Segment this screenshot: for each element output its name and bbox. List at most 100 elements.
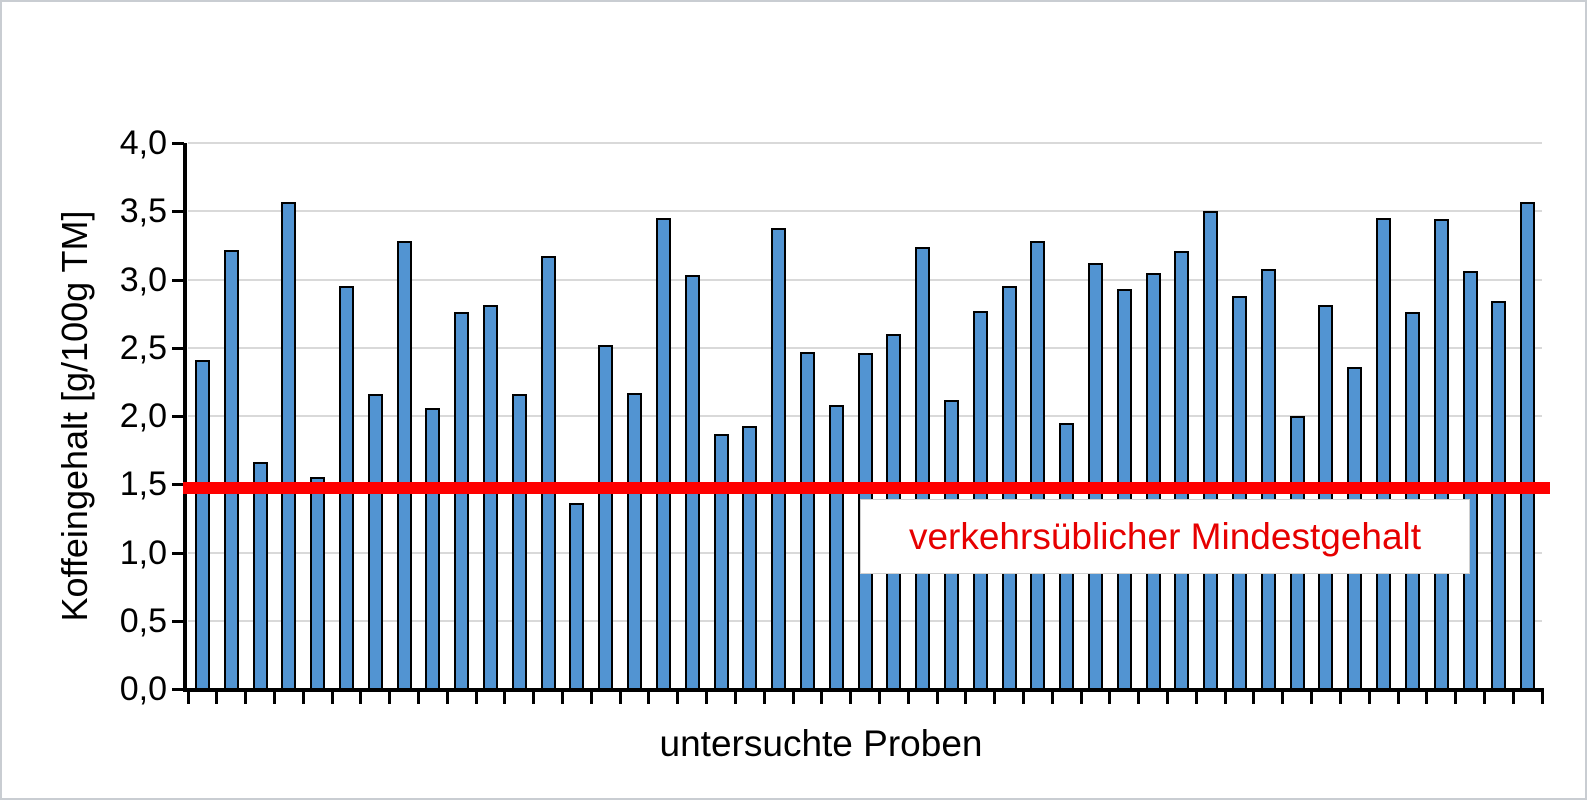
- x-tick: [272, 691, 276, 704]
- y-tick: [172, 210, 184, 214]
- x-tick: [1396, 691, 1400, 704]
- gridline: [188, 346, 1542, 349]
- bar-sample-36: [1203, 211, 1219, 692]
- bar-sample-5: [310, 477, 326, 691]
- y-tick-label: 0,0: [119, 670, 167, 708]
- x-tick: [1425, 691, 1429, 704]
- x-tick: [762, 691, 766, 704]
- x-tick: [618, 691, 622, 704]
- y-tick-label: 0,5: [119, 601, 167, 640]
- x-tick: [589, 691, 593, 704]
- y-tick: [172, 688, 184, 691]
- reference-line: [183, 482, 1550, 495]
- bar-sample-23: [828, 405, 844, 691]
- bar-sample-30: [1030, 241, 1046, 691]
- reference-line-label: verkehrsüblicher Mindestgehalt: [908, 515, 1422, 557]
- x-tick: [791, 691, 795, 704]
- x-tick: [445, 691, 449, 704]
- x-tick: [849, 691, 853, 704]
- x-tick: [359, 691, 363, 704]
- x-tick: [244, 691, 248, 704]
- x-tick: [1281, 691, 1285, 704]
- x-tick: [330, 691, 334, 704]
- y-tick-label: 1,0: [119, 533, 167, 572]
- x-tick: [705, 691, 709, 704]
- y-tick-label: 4,0: [119, 124, 167, 162]
- bar-sample-2: [223, 249, 239, 691]
- bar-sample-14: [569, 503, 585, 691]
- bar-sample-15: [598, 345, 614, 691]
- x-tick: [1367, 691, 1371, 704]
- bar-sample-46: [1491, 301, 1507, 691]
- bar-sample-19: [713, 433, 729, 691]
- y-axis-title: Koffeingehalt [g/100g TM]: [54, 210, 95, 622]
- x-tick: [993, 691, 997, 704]
- y-tick-label: 2,0: [119, 397, 167, 435]
- bar-sample-45: [1462, 271, 1478, 691]
- y-tick: [172, 619, 184, 623]
- y-tick: [172, 483, 184, 487]
- x-tick: [532, 691, 536, 704]
- x-tick: [215, 691, 219, 704]
- bar-sample-4: [281, 201, 297, 691]
- gridline: [188, 278, 1542, 281]
- y-tick: [172, 415, 184, 418]
- x-tick: [1194, 691, 1198, 704]
- y-tick: [172, 346, 184, 350]
- x-tick: [503, 691, 507, 704]
- x-tick: [964, 691, 968, 704]
- bar-sample-38: [1260, 268, 1276, 691]
- y-tick: [172, 278, 184, 282]
- y-axis-line: [183, 143, 187, 692]
- y-tick-label: 1,5: [119, 465, 167, 504]
- x-tick: [1050, 691, 1054, 704]
- x-tick: [1079, 691, 1083, 704]
- bar-sample-26: [915, 246, 931, 691]
- gridline: [188, 142, 1542, 144]
- bar-sample-1: [194, 360, 210, 691]
- y-tick: [172, 142, 184, 145]
- x-tick: [561, 691, 564, 704]
- bar-sample-11: [483, 305, 498, 691]
- y-tick-label: 3,5: [119, 192, 167, 231]
- x-tick: [474, 691, 478, 704]
- x-tick: [1454, 691, 1458, 704]
- x-tick: [1223, 691, 1227, 704]
- x-tick: [906, 691, 910, 704]
- y-tick: [172, 551, 184, 555]
- x-tick: [877, 691, 881, 704]
- x-tick: [935, 691, 939, 704]
- x-axis-line: [183, 688, 1544, 692]
- bar-sample-42: [1376, 218, 1392, 691]
- bar-sample-8: [396, 241, 412, 691]
- x-tick: [388, 691, 392, 704]
- bar-sample-9: [425, 407, 441, 691]
- x-tick: [1338, 691, 1342, 704]
- gridline: [188, 210, 1542, 213]
- x-tick: [733, 691, 737, 704]
- x-tick: [1137, 691, 1141, 704]
- bar-sample-20: [742, 425, 758, 691]
- x-axis-title: untersuchte Proben: [659, 723, 983, 764]
- x-tick: [1021, 691, 1025, 704]
- bar-sample-13: [540, 256, 556, 691]
- y-tick-label: 3,0: [119, 260, 167, 299]
- bar-sample-21: [771, 227, 787, 691]
- bar-sample-32: [1088, 263, 1103, 691]
- x-tick: [676, 691, 680, 704]
- bar-sample-16: [627, 392, 642, 691]
- x-tick: [1108, 691, 1112, 704]
- bar-sample-10: [454, 312, 470, 691]
- bar-sample-47: [1520, 201, 1536, 691]
- reference-line-label-box: verkehrsüblicher Mindestgehalt: [860, 499, 1470, 574]
- bar-sample-22: [799, 351, 815, 691]
- bar-sample-44: [1433, 219, 1449, 691]
- x-tick: [186, 691, 190, 704]
- bar-sample-35: [1174, 250, 1190, 691]
- x-tick: [417, 691, 420, 704]
- y-tick-label: 2,5: [119, 328, 167, 367]
- bar-sample-17: [655, 218, 671, 691]
- x-tick: [1310, 691, 1313, 704]
- x-tick: [820, 691, 824, 704]
